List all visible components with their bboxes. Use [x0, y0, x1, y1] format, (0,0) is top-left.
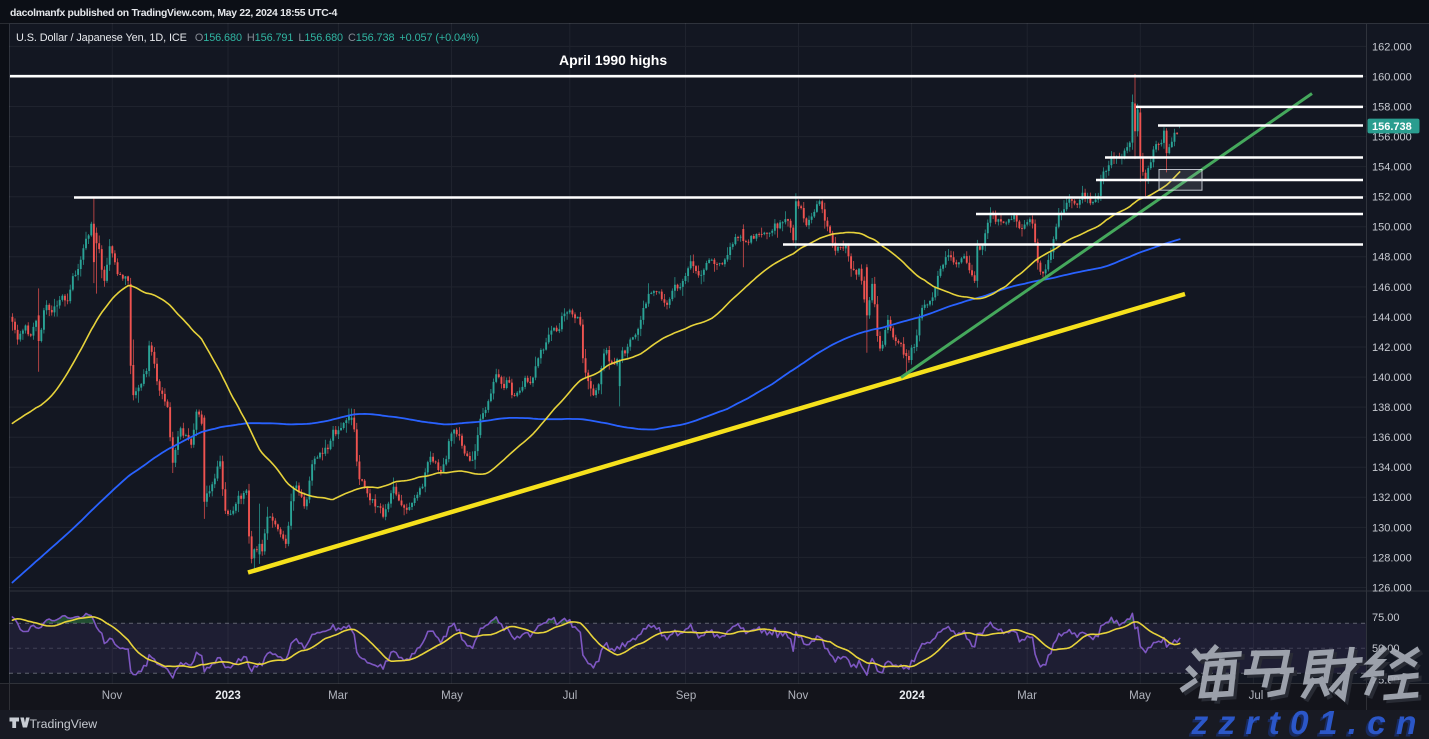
- svg-text:Jul: Jul: [563, 690, 578, 702]
- svg-text:156.000: 156.000: [1372, 132, 1412, 144]
- svg-text:138.000: 138.000: [1372, 402, 1412, 414]
- svg-text:TradingView: TradingView: [30, 717, 98, 731]
- svg-text:Nov: Nov: [102, 690, 123, 702]
- svg-text:Jul: Jul: [1249, 690, 1264, 702]
- svg-text:April 1990 highs: April 1990 highs: [559, 52, 667, 68]
- svg-text:160.000: 160.000: [1372, 71, 1412, 83]
- svg-text:dacolmanfx published on Tradin: dacolmanfx published on TradingView.com,…: [10, 8, 338, 19]
- svg-text:134.000: 134.000: [1372, 462, 1412, 474]
- svg-text:128.000: 128.000: [1372, 552, 1412, 564]
- svg-text:2024: 2024: [899, 690, 925, 702]
- svg-text:2023: 2023: [215, 690, 241, 702]
- svg-text:154.000: 154.000: [1372, 162, 1412, 174]
- svg-text:zzrt01.cn: zzrt01.cn: [1191, 705, 1427, 739]
- svg-text:136.000: 136.000: [1372, 432, 1412, 444]
- svg-text:152.000: 152.000: [1372, 192, 1412, 204]
- svg-text:150.000: 150.000: [1372, 222, 1412, 234]
- svg-text:142.000: 142.000: [1372, 342, 1412, 354]
- svg-text:158.000: 158.000: [1372, 101, 1412, 113]
- svg-text:May: May: [1129, 690, 1151, 702]
- svg-text:zzrt01.cn: zzrt01.cn: [1188, 708, 1424, 739]
- svg-text:148.000: 148.000: [1372, 252, 1412, 264]
- svg-text:Mar: Mar: [328, 690, 348, 702]
- svg-text:75.00: 75.00: [1372, 612, 1400, 624]
- svg-text:126.000: 126.000: [1372, 582, 1412, 594]
- svg-text:146.000: 146.000: [1372, 282, 1412, 294]
- svg-text:132.000: 132.000: [1372, 492, 1412, 504]
- svg-text:140.000: 140.000: [1372, 372, 1412, 384]
- svg-text:144.000: 144.000: [1372, 312, 1412, 324]
- svg-text:Sep: Sep: [676, 690, 696, 702]
- svg-text:U.S. Dollar / Japanese Yen, 1D: U.S. Dollar / Japanese Yen, 1D, ICE O156.…: [16, 32, 479, 44]
- svg-text:Mar: Mar: [1017, 690, 1037, 702]
- svg-text:May: May: [441, 690, 463, 702]
- svg-text:Nov: Nov: [788, 690, 809, 702]
- svg-text:130.000: 130.000: [1372, 522, 1412, 534]
- svg-text:156.738: 156.738: [1372, 121, 1412, 133]
- svg-text:162.000: 162.000: [1372, 41, 1412, 53]
